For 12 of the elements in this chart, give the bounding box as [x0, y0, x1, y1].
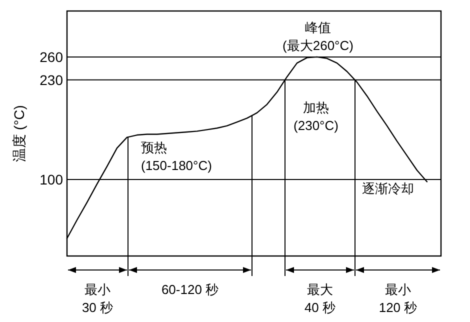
ytick: 260: [40, 48, 63, 65]
annotation: 预热 (150-180°C): [141, 140, 212, 174]
annotation: 60-120 秒: [161, 282, 219, 297]
ylabel: 温度 (°C): [11, 105, 27, 162]
annotation: 最大 40 秒: [304, 282, 336, 316]
annotation: 逐渐冷却: [362, 181, 414, 196]
annotation: 加热 (230°C): [294, 100, 338, 134]
annotation: 峰值 (最大260°C): [282, 20, 354, 54]
ytick: 100: [40, 171, 63, 188]
annotation: 最小 120 秒: [378, 282, 418, 316]
ytick: 230: [40, 72, 63, 88]
annotation: 最小 30 秒: [82, 282, 114, 316]
